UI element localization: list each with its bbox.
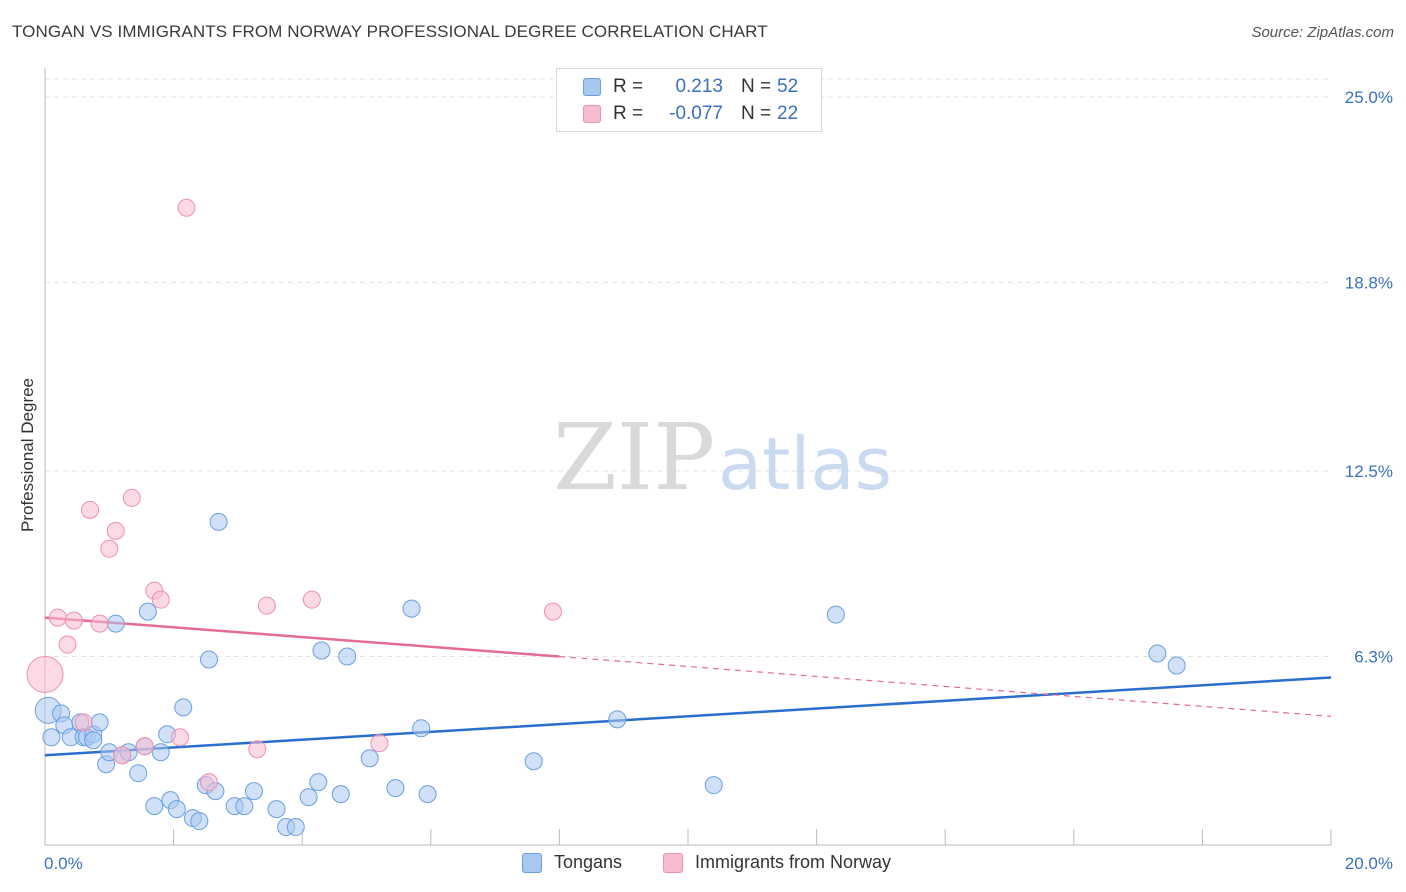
tongan-point <box>244 782 263 801</box>
tongan-point <box>174 698 193 717</box>
blue-swatch-icon <box>583 78 601 96</box>
norway-point <box>74 713 93 732</box>
watermark: ZIP atlas <box>553 404 892 511</box>
norway-point <box>177 198 196 217</box>
tongan-point <box>704 776 723 795</box>
norway-trend-extension <box>559 655 1332 717</box>
tongan-point <box>190 812 209 831</box>
legend-r-value: -0.077 <box>669 103 723 124</box>
y-tick-label: 12.5% <box>1345 462 1393 481</box>
grid <box>45 78 1331 658</box>
tongan-point <box>151 743 170 762</box>
norway-point <box>106 521 125 540</box>
tongan-point <box>386 779 405 798</box>
bottom-legend-norway: Immigrants from Norway <box>663 852 891 873</box>
tongan-point <box>412 719 431 738</box>
legend-n-label: N = <box>741 103 772 124</box>
legend-n-value: 52 <box>777 76 799 97</box>
norway-point <box>113 746 132 765</box>
legend-r-label: R = <box>613 76 644 97</box>
y-tick-label: 25.0% <box>1345 88 1393 107</box>
legend-row-tongans: R = 0.213 N = 52 <box>583 74 798 100</box>
norway-point <box>199 773 218 792</box>
x-tick-label-min: 0.0% <box>44 854 83 873</box>
tongan-point <box>129 764 148 783</box>
tongan-point <box>360 749 379 768</box>
norway-point <box>48 608 67 627</box>
x-tick-label-max: 20.0% <box>1345 854 1393 873</box>
norway-point <box>26 655 64 693</box>
tongan-point <box>267 800 286 819</box>
tongan-point <box>106 614 125 633</box>
axes <box>44 68 1332 846</box>
tongan-point <box>84 731 103 750</box>
tongan-point <box>312 641 331 660</box>
tick-labels: 6.3% 12.5% 18.8% 25.0% 0.0% 20.0% <box>44 88 1393 873</box>
norway-point <box>135 737 154 756</box>
norway-point <box>100 539 119 558</box>
bottom-legend-label: Tongans <box>554 852 623 872</box>
data-points <box>26 198 1186 837</box>
norway-trend-line <box>44 616 560 658</box>
norway-point <box>302 590 321 609</box>
y-tick-label: 6.3% <box>1354 648 1393 667</box>
pink-swatch-icon <box>583 105 601 123</box>
legend-row-norway: R = -0.077 N = 22 <box>583 101 798 127</box>
legend-n-value: 22 <box>777 103 799 124</box>
tongan-point <box>299 788 318 807</box>
norway-point <box>122 488 141 507</box>
norway-point <box>248 740 267 759</box>
norway-point <box>171 728 190 747</box>
source-label: Source: ZipAtlas.com <box>1251 24 1394 41</box>
trend-lines <box>44 616 1332 757</box>
tongan-point <box>402 599 421 618</box>
tongan-point <box>331 785 350 804</box>
tongan-point <box>286 818 305 837</box>
tongan-point <box>1167 656 1186 675</box>
tongan-point <box>235 797 254 816</box>
tongan-point <box>418 785 437 804</box>
norway-point <box>151 590 170 609</box>
tongan-point <box>145 797 164 816</box>
legend-n-label: N = <box>741 76 772 97</box>
tongan-point <box>826 605 845 624</box>
norway-point <box>257 596 276 615</box>
tongan-point <box>309 773 328 792</box>
bottom-legend-tongans: Tongans <box>522 852 622 873</box>
tongan-point <box>1148 644 1167 663</box>
tongan-point <box>42 728 61 747</box>
y-tick-label: 18.8% <box>1345 274 1393 293</box>
norway-point <box>58 635 77 654</box>
blue-swatch-icon <box>522 852 542 873</box>
chart-title: TONGAN VS IMMIGRANTS FROM NORWAY PROFESS… <box>12 22 768 41</box>
tongan-point <box>608 710 627 729</box>
tongan-point <box>524 752 543 771</box>
tongan-point <box>199 650 218 669</box>
tongan-point <box>138 602 157 621</box>
tongan-trend-line <box>44 676 1332 757</box>
norway-point <box>64 611 83 630</box>
pink-swatch-icon <box>663 852 683 873</box>
tongan-point <box>167 800 186 819</box>
correlation-legend: R = 0.213 N = 52 R = -0.077 N = 22 <box>556 68 822 132</box>
y-axis-label: Professional Degree <box>18 377 37 533</box>
bottom-legend-label: Immigrants from Norway <box>695 852 892 872</box>
legend-r-value: 0.213 <box>675 76 723 97</box>
watermark-zip: ZIP <box>553 404 715 511</box>
tongan-point <box>338 647 357 666</box>
watermark-atlas: atlas <box>718 422 892 506</box>
norway-point <box>543 602 562 621</box>
tongan-point <box>209 512 228 531</box>
legend-r-label: R = <box>613 103 644 124</box>
norway-point <box>90 614 109 633</box>
tongan-point <box>90 713 109 732</box>
norway-point <box>370 734 389 753</box>
norway-point <box>81 500 100 519</box>
